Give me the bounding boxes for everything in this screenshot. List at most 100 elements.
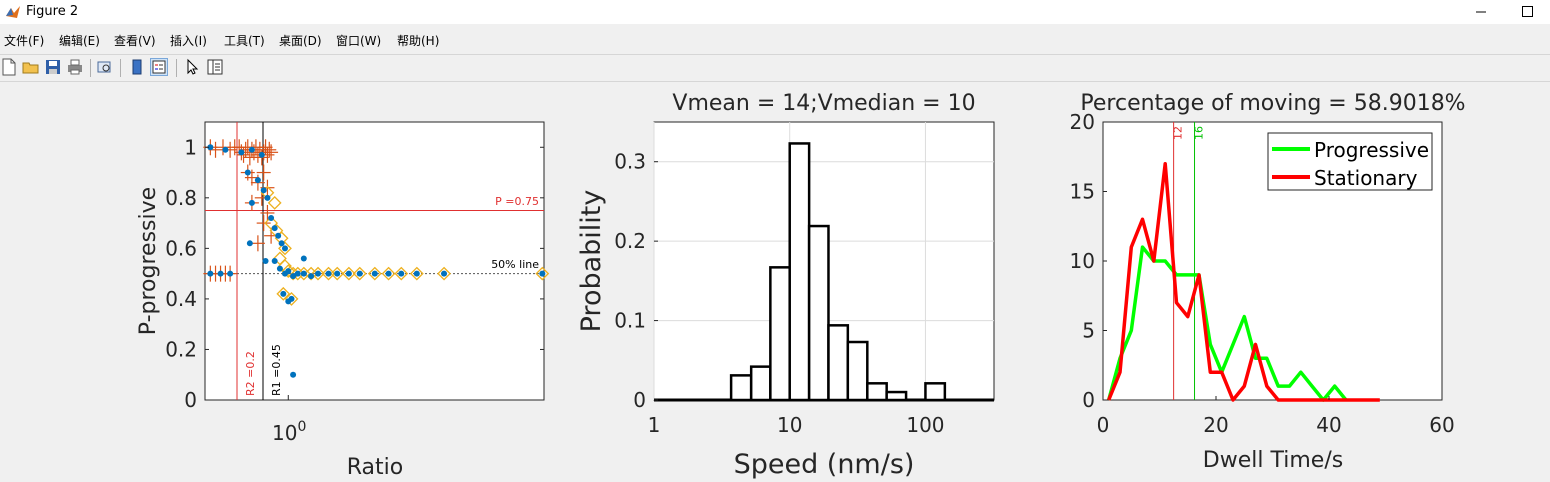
print-button[interactable] bbox=[66, 58, 84, 76]
minimize-button[interactable] bbox=[1458, 0, 1504, 24]
legend-box bbox=[1267, 132, 1433, 191]
toolbar-separator bbox=[90, 59, 91, 77]
insert-legend-button[interactable] bbox=[150, 58, 168, 76]
print-preview-button[interactable] bbox=[96, 58, 114, 76]
x-tick-label: 100 bbox=[906, 413, 944, 437]
legend-label-stationary: Stationary bbox=[1314, 166, 1418, 190]
legend-dwell[interactable]: Progressive Stationary bbox=[1267, 132, 1433, 191]
insert-colorbar-button[interactable] bbox=[128, 58, 146, 76]
diamond-marker bbox=[409, 266, 424, 281]
diamond-marker bbox=[535, 266, 550, 281]
figure-canvas[interactable]: 00.20.40.60.81 100 Ratio P-progressive P… bbox=[0, 80, 1550, 482]
menu-insert[interactable]: 插入(I) bbox=[170, 34, 207, 48]
data-point bbox=[275, 232, 282, 239]
diamond-marker bbox=[330, 266, 345, 281]
toolbar-separator bbox=[120, 59, 121, 77]
y-tick-label: 15 bbox=[1070, 180, 1095, 204]
print-preview-icon bbox=[97, 61, 111, 73]
x-tick-label: 60 bbox=[1429, 413, 1454, 437]
x-tick-label: 0 bbox=[1097, 413, 1110, 437]
histogram-bar bbox=[846, 340, 869, 402]
data-point bbox=[413, 270, 420, 277]
y-tick-label: 0.2 bbox=[165, 337, 197, 361]
y-tick-label: 10 bbox=[1070, 249, 1095, 273]
diamond-marker bbox=[437, 266, 451, 281]
p-threshold-label: P =0.75 bbox=[495, 195, 539, 208]
data-point bbox=[244, 169, 251, 176]
menu-edit[interactable]: 编辑(E) bbox=[59, 34, 100, 48]
data-point bbox=[262, 258, 269, 264]
y-tick-label: 0.6 bbox=[165, 236, 197, 260]
data-point bbox=[238, 149, 245, 156]
x-tick-label: 10 bbox=[777, 413, 802, 437]
maximize-icon bbox=[1522, 6, 1533, 17]
x-axis-label-ratio: Ratio bbox=[347, 455, 403, 480]
data-point bbox=[300, 255, 307, 262]
menu-file[interactable]: 文件(F) bbox=[4, 34, 45, 48]
figure-toolbar bbox=[0, 54, 1550, 82]
histogram-bar bbox=[769, 266, 791, 402]
histogram-bar bbox=[924, 382, 947, 402]
menu-help[interactable]: 帮助(H) bbox=[397, 34, 440, 48]
open-file-button[interactable] bbox=[22, 58, 40, 76]
data-point bbox=[280, 290, 287, 297]
window-titlebar: Figure 2 bbox=[0, 0, 1550, 24]
diamond-marker bbox=[267, 195, 282, 210]
data-point bbox=[290, 371, 297, 378]
data-point bbox=[271, 258, 278, 264]
y-tick-label: 0 bbox=[184, 388, 197, 412]
property-editor-button[interactable] bbox=[206, 58, 224, 76]
print-icon bbox=[68, 59, 82, 75]
y-tick-label: 20 bbox=[1070, 110, 1095, 134]
data-point bbox=[264, 194, 271, 201]
y-tick-label: 5 bbox=[1082, 319, 1095, 343]
histogram-bar bbox=[885, 390, 908, 402]
data-point bbox=[227, 270, 234, 277]
edit-plot-button[interactable] bbox=[184, 58, 202, 76]
data-point bbox=[334, 270, 341, 277]
diamond-marker bbox=[381, 266, 396, 281]
diamond-marker bbox=[311, 266, 325, 281]
save-icon bbox=[46, 60, 60, 74]
data-point bbox=[345, 270, 352, 277]
save-button[interactable] bbox=[44, 58, 62, 76]
data-point bbox=[371, 270, 378, 277]
new-file-button[interactable] bbox=[0, 58, 18, 76]
y-tick-label: 0.4 bbox=[165, 287, 197, 311]
diamond-marker bbox=[304, 266, 318, 281]
axes-box-ratio bbox=[204, 121, 545, 401]
median-line-label: 16 bbox=[1193, 126, 1206, 140]
histogram-bar bbox=[729, 374, 753, 402]
x-tick-label: 40 bbox=[1316, 413, 1341, 437]
data-point bbox=[246, 240, 253, 247]
axes-ratio[interactable]: 0 0.2 0.4 0.6 0.8 1 100 Ratio P-progressive P… bbox=[136, 121, 550, 480]
data-point bbox=[288, 295, 295, 302]
matlab-icon bbox=[6, 6, 20, 18]
diamond-marker bbox=[284, 291, 299, 306]
chart-title-speed: Vmean = 14;Vmedian = 10 bbox=[672, 91, 975, 116]
data-point bbox=[260, 187, 267, 194]
data-point bbox=[258, 151, 265, 158]
data-point bbox=[308, 273, 315, 280]
series-line-stationary bbox=[1107, 161, 1380, 402]
axes-dwell[interactable]: 12 16 0 5 10 15 20 0 20 40 60 Percentage of movin… bbox=[1070, 91, 1466, 473]
legend-label-progressive: Progressive bbox=[1314, 138, 1429, 162]
y-axis-label-ratio: P-progressive bbox=[136, 187, 161, 335]
axes-speed[interactable]: 0 0.1 0.2 0.3 1 10 100 Vmean = 14;Vmedian = 10… bbox=[576, 91, 995, 480]
menu-view[interactable]: 查看(V) bbox=[114, 34, 156, 48]
data-point bbox=[254, 177, 261, 184]
menu-tools[interactable]: 工具(T) bbox=[224, 34, 265, 48]
y-tick-label: 0 bbox=[1082, 388, 1095, 412]
diamond-marker bbox=[341, 266, 356, 281]
menu-desktop[interactable]: 桌面(D) bbox=[279, 34, 322, 48]
r1-label: R1 =0.45 bbox=[270, 344, 283, 396]
maximize-button[interactable] bbox=[1504, 0, 1550, 24]
diamond-marker bbox=[278, 241, 292, 256]
menu-window[interactable]: 窗口(W) bbox=[336, 34, 382, 48]
histogram-bar bbox=[749, 365, 772, 402]
data-point bbox=[294, 270, 301, 277]
data-point bbox=[300, 270, 307, 277]
data-point bbox=[222, 146, 229, 153]
x-tick-label: 20 bbox=[1203, 413, 1228, 437]
median-line-label: 12 bbox=[1172, 126, 1185, 140]
